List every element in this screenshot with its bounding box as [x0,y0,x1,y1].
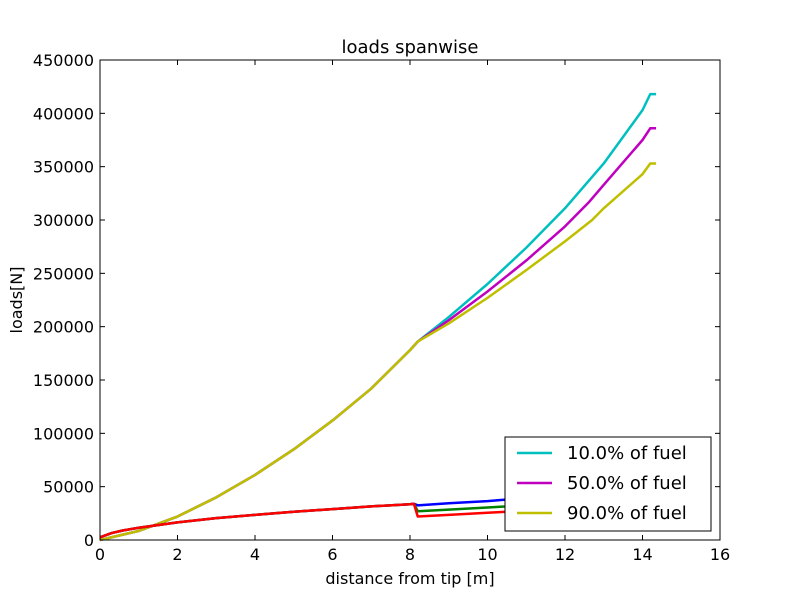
x-tick-label: 12 [555,545,575,564]
y-tick-label: 350000 [33,158,94,177]
y-tick-label: 200000 [33,318,94,337]
series-line-4 [99,498,507,539]
y-axis-label: loads[N] [7,267,26,334]
legend: 10.0% of fuel 50.0% of fuel 90.0% of fuel [504,436,712,532]
y-tick-label: 300000 [33,211,94,230]
y-tick-label: 250000 [33,264,94,283]
x-tick-label: 14 [632,545,652,564]
x-tick-label: 2 [172,545,182,564]
x-axis-ticks: 0 2 4 6 8 10 12 14 16 [95,60,730,564]
series-line-3 [99,162,657,542]
y-tick-label: 450000 [33,51,94,70]
y-tick-label: 50000 [43,478,94,497]
x-tick-label: 10 [477,545,497,564]
x-axis-label: distance from tip [m] [325,569,494,588]
y-tick-label: 100000 [33,424,94,443]
y-tick-label: 150000 [33,371,94,390]
series-line-5 [99,502,507,539]
legend-label: 10.0% of fuel [567,443,687,464]
series-line-6 [99,502,507,539]
x-tick-label: 6 [327,545,337,564]
x-tick-label: 8 [405,545,415,564]
legend-label: 90.0% of fuel [567,503,687,524]
x-tick-label: 4 [250,545,260,564]
x-tick-label: 0 [95,545,105,564]
y-tick-label: 0 [84,531,94,550]
legend-label: 50.0% of fuel [567,473,687,494]
x-tick-label: 16 [710,545,730,564]
y-axis-ticks: 0 50000 100000 150000 200000 250000 300000 3500… [33,51,720,550]
plot-lines [99,92,657,542]
y-tick-label: 400000 [33,104,94,123]
chart-title: loads spanwise [342,37,479,58]
